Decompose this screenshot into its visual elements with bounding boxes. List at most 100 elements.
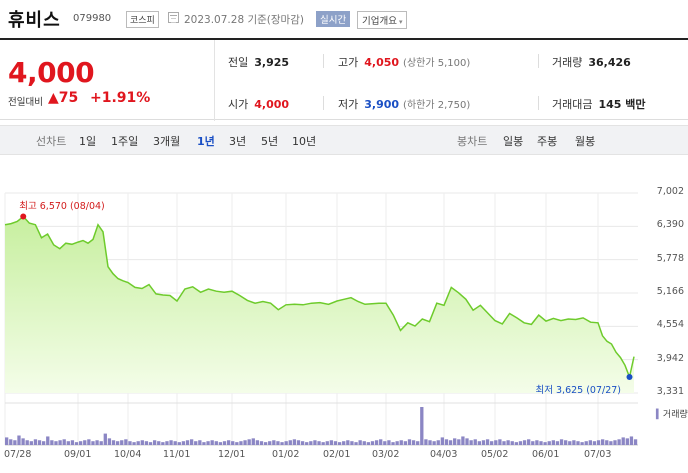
volume-bar	[309, 441, 313, 445]
volume-bar	[305, 442, 309, 445]
open-value: 4,000	[254, 98, 290, 111]
volume-bar	[54, 441, 58, 445]
volume-bar	[231, 441, 235, 445]
volume-legend: ▍거래량	[656, 407, 688, 420]
divider	[214, 40, 215, 121]
volume-bar	[222, 441, 227, 445]
volume-bar	[337, 442, 342, 445]
volume-bar	[366, 442, 371, 445]
volume-bar	[547, 441, 551, 445]
volume-bar	[477, 441, 482, 445]
volume-bar	[621, 437, 625, 445]
volume-bar	[239, 441, 243, 445]
volume-bar	[120, 440, 124, 445]
candle-chart-label: 봉차트	[457, 135, 488, 148]
y-tick-label: 5,778	[656, 252, 684, 264]
volume-bar	[559, 439, 564, 445]
volume-bar	[17, 435, 21, 445]
low-annotation: 최저 3,625 (07/27)	[535, 384, 622, 396]
volume-bar	[588, 440, 592, 445]
volume-bar	[272, 440, 276, 445]
price-chart[interactable]: 최고 6,570 (08/04) 최저 3,625 (07/27) 7,002 6…	[0, 155, 688, 473]
volume-bar	[527, 439, 531, 445]
volume-bar	[74, 442, 79, 445]
volume-bar	[50, 440, 54, 445]
volume-bar	[280, 442, 284, 445]
volume-bar	[518, 441, 523, 445]
price-line	[4, 215, 635, 380]
tab-5y[interactable]: 5년	[261, 135, 279, 148]
volume-bar	[124, 439, 128, 445]
y-tick-label: 6,390	[656, 219, 684, 231]
volume-bar	[576, 441, 580, 445]
tab-3y[interactable]: 3년	[229, 135, 247, 148]
volume-bar	[522, 440, 527, 445]
volume-bar	[177, 442, 181, 445]
x-tick-label: 09/01	[64, 449, 92, 460]
volume-bar	[70, 440, 75, 445]
volume-bar	[214, 441, 218, 445]
tab-monthly-candle[interactable]: 월봉	[575, 135, 596, 148]
tab-1y[interactable]: 1년	[197, 135, 215, 148]
volume-bar	[584, 441, 588, 445]
tab-10y[interactable]: 10년	[292, 135, 317, 148]
volume-label: 거래량	[552, 56, 583, 69]
tab-daily-candle[interactable]: 일봉	[503, 135, 524, 148]
volume-bar	[173, 441, 177, 445]
volume-bar	[194, 441, 198, 445]
volume-bar	[132, 442, 136, 445]
volume-bar	[144, 441, 149, 445]
prev-close: 전일 3,925	[228, 54, 289, 70]
tab-weekly-candle[interactable]: 주봉	[537, 135, 558, 148]
volume-bar	[247, 439, 251, 445]
volume-bar	[399, 440, 403, 445]
volume-bar	[37, 440, 42, 445]
realtime-button[interactable]: 실시간	[316, 11, 351, 27]
volume-bar	[498, 439, 502, 445]
volume-bar	[432, 441, 436, 445]
volume-bar	[613, 440, 617, 445]
volume-bar	[465, 438, 469, 445]
high-price: 고가 4,050 (상한가 5,100)	[338, 54, 470, 70]
open-price: 시가 4,000	[228, 96, 289, 112]
volume-bar	[407, 439, 412, 445]
volume-bar	[572, 440, 576, 445]
volume-bar	[259, 441, 264, 445]
volume-bar	[300, 441, 305, 445]
stock-code: 079980	[73, 13, 112, 24]
volume-bar	[152, 440, 157, 445]
volume-bar	[391, 442, 395, 445]
volume-bar	[592, 441, 597, 445]
volume-bar	[457, 439, 461, 445]
volume-bar	[387, 440, 391, 445]
company-overview-label: 기업개요	[362, 16, 397, 27]
company-overview-dropdown[interactable]: 기업개요 ▾	[357, 11, 408, 29]
y-tick-label: 3,942	[656, 352, 684, 364]
volume-bar	[346, 440, 350, 445]
x-tick-label: 05/02	[481, 449, 509, 460]
tab-3m[interactable]: 3개월	[153, 135, 181, 148]
volume-bar	[370, 441, 375, 445]
line-chart-label: 선차트	[36, 135, 67, 148]
stock-header: 휴비스 079980 코스피 2023.07.28 기준(장마감) 실시간 기업…	[0, 0, 688, 38]
volume-bar	[325, 441, 329, 445]
volume-bar	[428, 440, 432, 445]
volume-bar	[198, 440, 202, 445]
y-tick-label: 5,166	[656, 286, 684, 297]
price-chart-svg	[4, 192, 638, 446]
tab-1d[interactable]: 1일	[79, 135, 97, 148]
volume-bar	[62, 439, 66, 445]
chart-period-tabs: 선차트 1일 1주일 3개월 1년 3년 5년 10년 봉차트 일봉 주봉 월봉	[0, 125, 688, 155]
volume-bar	[568, 441, 572, 445]
volume-bar	[46, 436, 50, 445]
y-tick-label: 7,002	[656, 186, 684, 197]
tab-1w[interactable]: 1주일	[111, 135, 139, 148]
turnover-value: 145 백만	[598, 98, 646, 111]
volume-bar	[342, 441, 346, 445]
low-value: 3,900	[364, 98, 400, 111]
volume-bar	[609, 441, 613, 445]
volume-bar	[358, 440, 362, 445]
x-tick-label: 04/03	[430, 449, 458, 460]
volume-bar	[276, 441, 280, 445]
high-label: 고가	[338, 56, 359, 69]
